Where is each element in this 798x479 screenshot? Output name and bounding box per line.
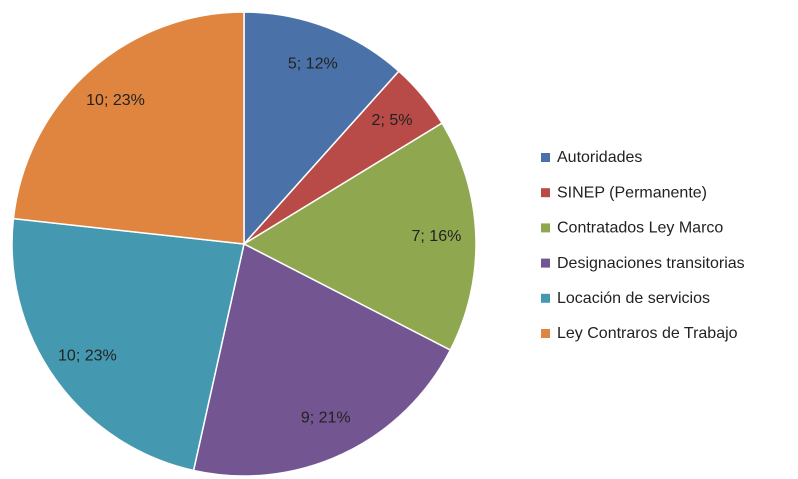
legend-label: SINEP (Permanente) xyxy=(557,184,707,201)
legend-label: Ley Contraros de Trabajo xyxy=(557,325,738,342)
pie-slice xyxy=(11,217,245,472)
data-label: 10; 23% xyxy=(58,347,117,364)
legend-swatch xyxy=(541,223,550,233)
legend-swatch xyxy=(541,153,550,162)
data-label: 2; 5% xyxy=(372,112,413,129)
data-label: 9; 21% xyxy=(301,410,351,427)
data-label: 10; 23% xyxy=(86,92,145,109)
legend-label: Designaciones transitorias xyxy=(557,255,745,272)
data-label: 7; 16% xyxy=(412,228,462,245)
legend-swatch xyxy=(541,258,550,268)
pie-slice xyxy=(243,11,400,246)
pie-slice xyxy=(242,122,477,352)
legend-label: Locación de servicios xyxy=(557,290,710,307)
legend-swatch xyxy=(541,329,550,338)
pie-slice xyxy=(192,242,452,477)
pie-slice xyxy=(12,11,245,245)
legend-swatch xyxy=(541,293,550,303)
legend-label: Autoridades xyxy=(557,149,642,166)
legend-label: Contratados Ley Marco xyxy=(557,220,723,237)
data-label: 5; 12% xyxy=(288,55,338,72)
legend-swatch xyxy=(541,188,550,198)
